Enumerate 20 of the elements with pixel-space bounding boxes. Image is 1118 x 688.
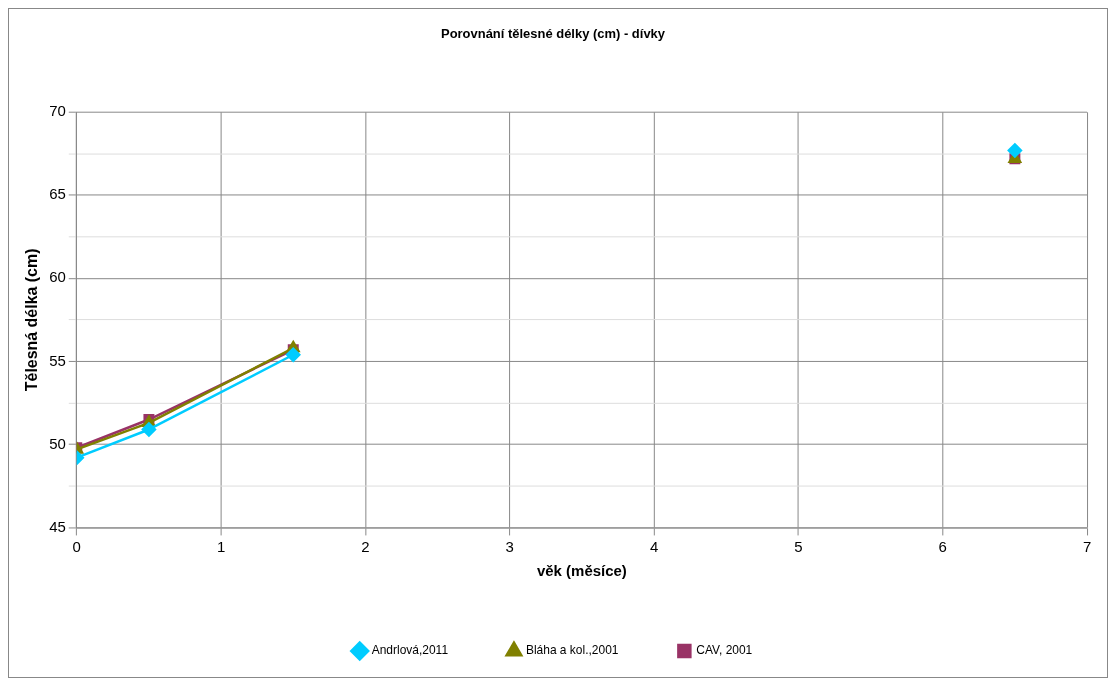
x-tick-label: 7	[1082, 537, 1092, 555]
x-tick-label: 4	[649, 537, 659, 555]
y-tick-label: 50	[49, 434, 66, 452]
y-tick-label: 45	[49, 517, 66, 535]
x-tick-label: 1	[216, 537, 226, 555]
y-tick-label: 70	[49, 102, 66, 120]
legend-label: CAV, 2001	[696, 643, 753, 658]
x-tick-label: 0	[72, 537, 81, 555]
legend-label: Andrlová,2011	[371, 643, 449, 658]
x-tick-label: 3	[505, 537, 514, 555]
x-tick-label: 6	[938, 537, 947, 555]
chart-title: Porovnání tělesné délky (cm) - dívky	[441, 26, 666, 42]
y-tick-label: 55	[49, 351, 66, 369]
y-axis-title: Tělesná délka (cm)	[22, 248, 40, 392]
legend-label: Bláha a kol.,2001	[525, 643, 619, 658]
x-tick-label: 2	[361, 537, 370, 555]
x-axis-title: věk (měsíce)	[536, 562, 627, 580]
x-tick-label: 5	[794, 537, 803, 555]
y-tick-label: 65	[49, 185, 66, 203]
y-tick-label: 60	[49, 268, 66, 286]
